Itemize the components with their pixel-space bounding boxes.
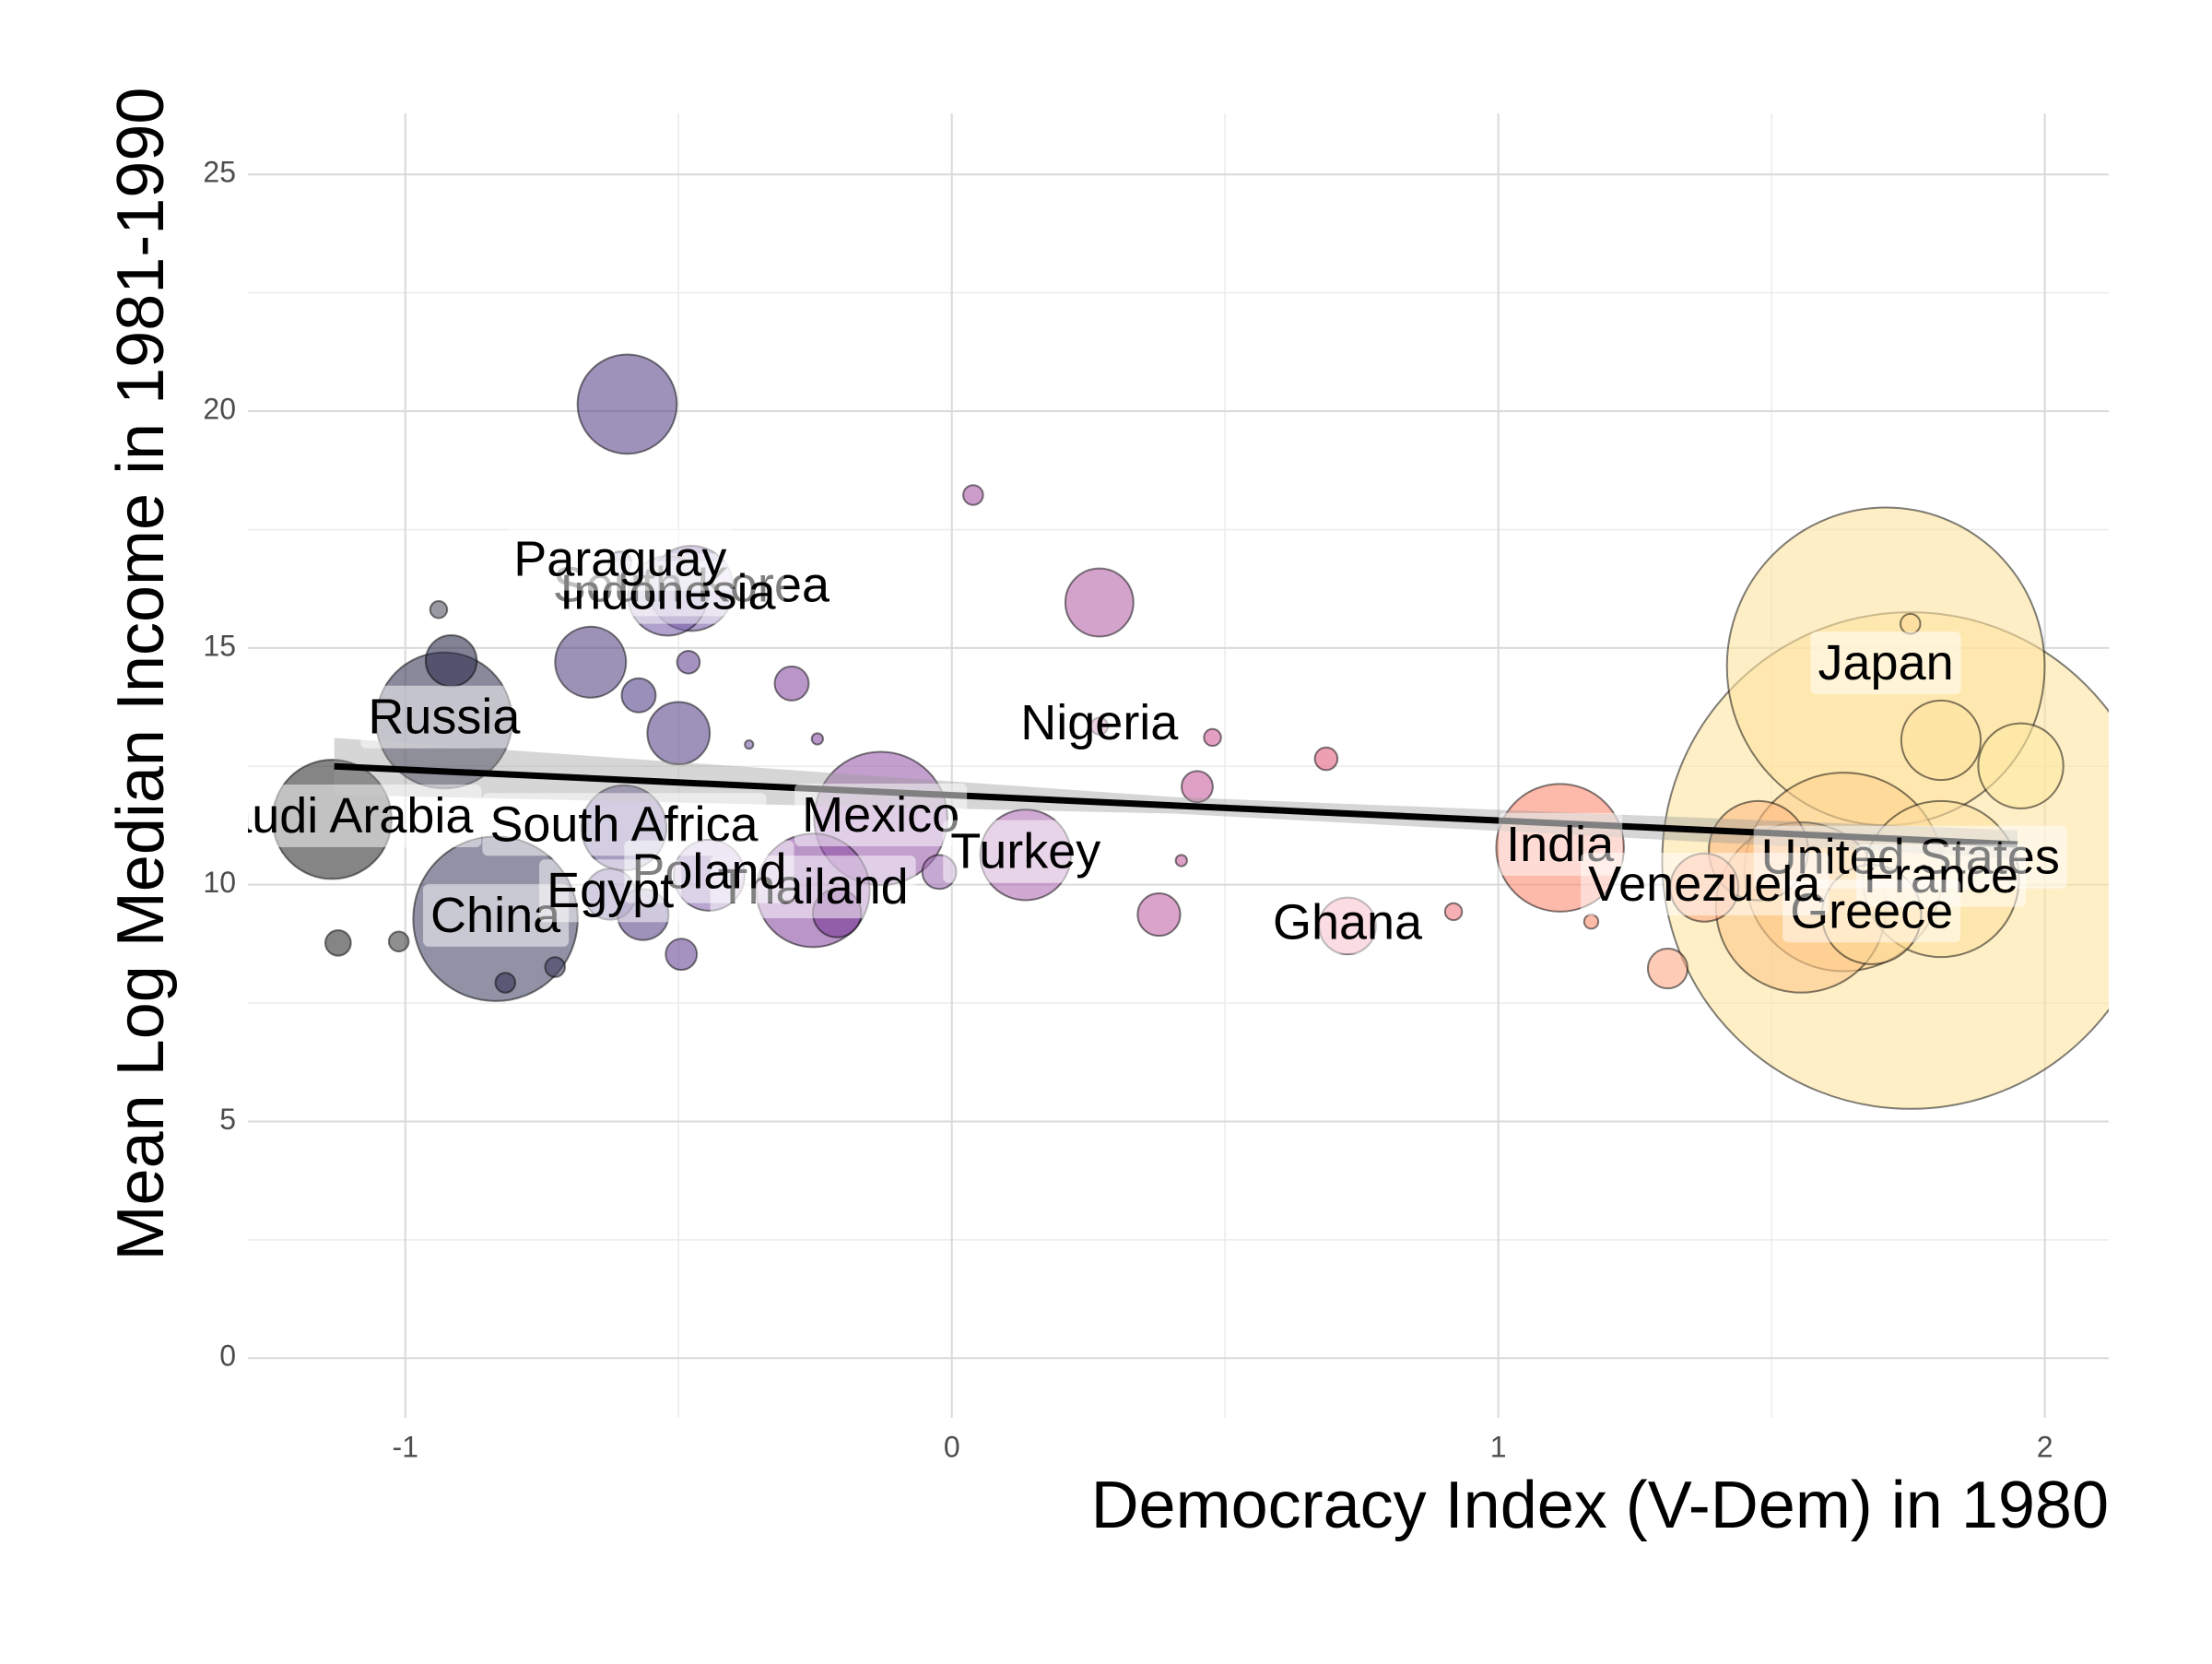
bubbles [271,353,2109,1110]
x-tick-label: 0 [944,1430,960,1463]
bubble [773,665,810,702]
bubble [962,484,984,506]
label-background [1810,631,1961,695]
y-tick-label: 15 [203,629,236,662]
bubble [1203,727,1222,748]
country-label: Russia [368,690,521,745]
country-label: Egypt [547,863,674,918]
label-background [1013,690,1187,754]
y-tick-label: 5 [219,1103,236,1136]
bubble [676,649,701,675]
label-background [1581,853,1830,916]
label-background [482,793,767,856]
y-tick-label: 10 [203,866,236,899]
bubble [620,677,657,714]
country-label: Japan [1818,635,1954,690]
bubble [810,732,825,746]
country-label: Nigeria [1020,695,1179,750]
label-background [539,859,682,923]
bubble [429,600,449,620]
bubble [554,625,628,699]
label-background [360,685,529,749]
y-tick-label: 25 [203,156,236,189]
bubble [576,353,678,455]
label-background [248,785,482,848]
bubble [1064,567,1135,638]
bubble [1583,914,1600,930]
bubble [665,938,699,972]
bubble [324,928,352,957]
label-background [794,784,968,847]
bubble [1313,746,1339,772]
country-label: Venezuela [1588,856,1821,912]
country-label: Ghana [1273,895,1423,950]
y-tick-label: 0 [219,1339,236,1373]
bubble [1899,612,1922,635]
bubble [1174,854,1188,867]
label-background [1265,891,1431,954]
x-axis-title: Democracy Index (V-Dem) in 1980 [1091,1469,2109,1542]
country-label: Saudi Arabia [191,788,474,844]
bubble [494,972,517,994]
trend-line [334,762,2018,848]
x-tick-label: -1 [393,1430,418,1463]
bubble [1977,722,2065,809]
label-background [943,820,1109,883]
bubble [744,739,755,750]
bubble [1443,902,1464,922]
bubble [387,930,410,953]
bubble [1136,891,1182,938]
labels: United StatesJapanChinaFranceRussiaMexic… [191,527,2067,954]
x-tick-label: 2 [2037,1430,2053,1463]
bubble [544,956,567,978]
bubble [1181,770,1214,804]
country-label: Mexico [802,787,959,843]
y-axis-title: Mean Log Median Income in 1981-1990 [104,88,178,1261]
label-background [423,883,570,947]
bubble [646,701,712,766]
bubble [1646,948,1689,990]
x-tick-label: 1 [1490,1430,1507,1463]
country-label: Paraguay [513,532,726,587]
bubble [424,634,478,688]
country-label: Turkey [950,824,1100,879]
grid [248,113,2109,1418]
label-background [506,527,735,591]
y-tick-label: 20 [203,393,236,426]
bubble [1900,699,1983,782]
